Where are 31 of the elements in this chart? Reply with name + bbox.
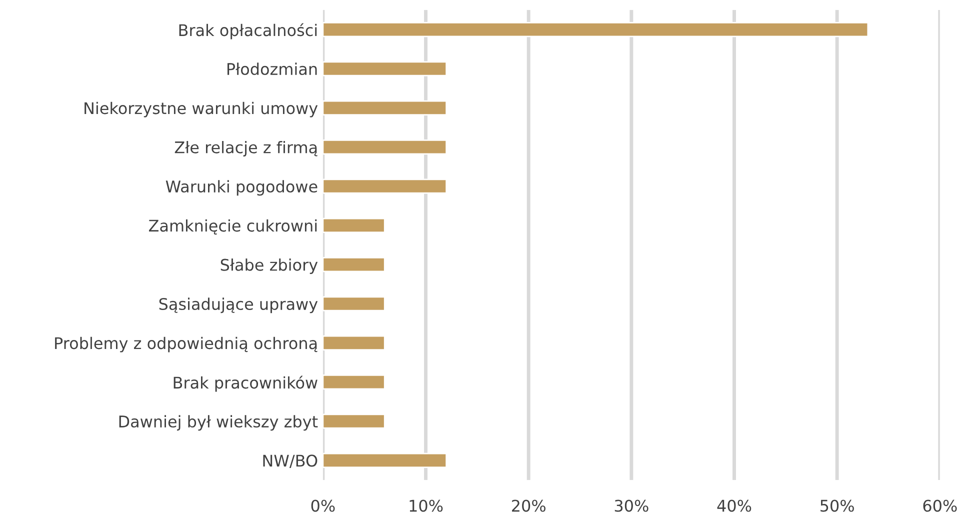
bar — [322, 100, 448, 116]
y-tick-label: Dawniej był wiekszy zbyt — [119, 415, 318, 431]
x-tick-label: 30% — [614, 500, 648, 512]
x-tick-label: 10% — [410, 500, 443, 512]
y-tick-label: NW/BO — [263, 454, 318, 468]
y-tick-label: Brak pracowników — [174, 376, 318, 392]
bar — [322, 178, 448, 194]
bar — [322, 452, 448, 468]
bar — [322, 22, 869, 38]
bar — [322, 140, 448, 155]
x-tick-label: 50% — [820, 500, 854, 512]
bar — [322, 296, 386, 312]
bar — [322, 374, 386, 390]
x-tick-label: 20% — [512, 500, 546, 512]
y-tick-label: Zamknięcie cukrowni — [148, 219, 317, 235]
y-tick-label: Brak opłacalności — [179, 23, 317, 40]
y-tick-label: Słabe zbiory — [220, 258, 318, 274]
y-tick-label: Niekorzystne warunki umowy — [84, 102, 318, 118]
bar — [322, 218, 386, 233]
x-tick-label: 40% — [717, 500, 752, 512]
y-tick-label: Problemy z odpowiednią ochroną — [55, 336, 318, 352]
bar — [322, 61, 448, 76]
x-tick-label: 0% — [311, 500, 335, 512]
y-tick-label: Sąsiadujące uprawy — [159, 298, 318, 314]
bar — [322, 335, 386, 350]
bar — [322, 257, 386, 272]
y-tick-label: Warunki pogodowe — [166, 180, 318, 196]
y-tick-label: Płodozmian — [228, 62, 317, 76]
x-tick-label: 60% — [923, 500, 957, 512]
y-tick-label: Złe relacje z firmą — [174, 141, 318, 156]
bar — [322, 414, 386, 429]
